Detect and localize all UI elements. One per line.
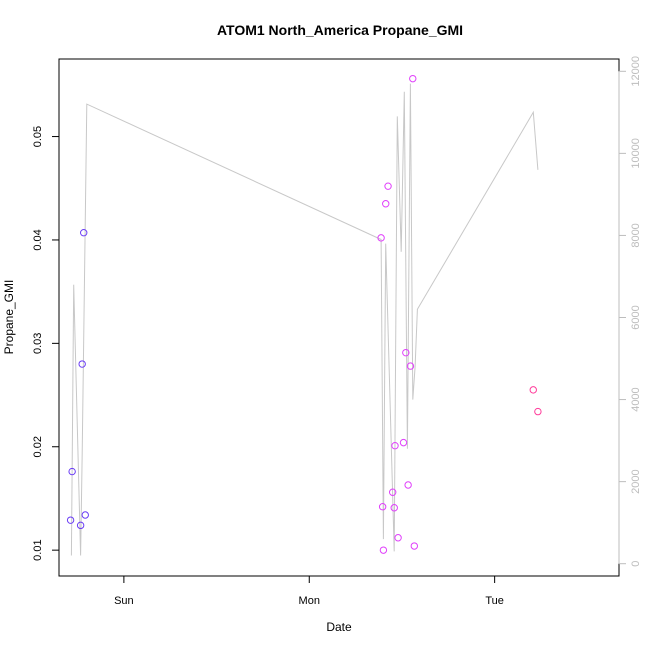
data-point [402,348,410,357]
data-point [529,386,537,394]
data-point [394,534,402,542]
data-point [379,546,388,554]
data-point [378,503,387,511]
data-point [388,488,397,496]
data-point [66,516,75,524]
data-point [76,521,85,530]
points-layer [66,74,542,554]
data-point [410,542,419,550]
data-point [390,504,398,512]
y-axis-left: 0.01 0.02 0.03 0.04 0.05 [32,126,60,561]
y-right-tick-label: 6000 [630,305,642,329]
data-point [81,511,89,519]
data-point [68,467,76,476]
x-tick-label: Sun [114,595,134,607]
secondary-series-line [70,83,539,556]
y-axis-right: 0 2000 4000 6000 8000 10000 12000 [618,56,642,567]
y-right-tick-label: 10000 [630,138,642,169]
chart-title: ATOM1 North_America Propane_GMI [217,22,463,38]
data-point [399,438,408,447]
data-point [534,407,542,416]
data-point [404,481,412,489]
secondary-line-layer [70,83,539,556]
x-tick-label: Mon [299,595,320,607]
data-point [409,74,417,83]
y-right-tick-label: 4000 [630,387,642,411]
y-right-tick-label: 12000 [630,56,642,87]
y-tick-label: 0.05 [32,126,44,147]
y-tick-label: 0.03 [32,333,44,354]
data-point [80,229,88,237]
y-right-tick-label: 0 [630,561,642,567]
x-axis: Sun Mon Tue [114,575,504,607]
x-axis-label: Date [326,620,352,634]
y-right-tick-label: 2000 [630,469,642,493]
data-point [78,360,86,368]
x-tick-label: Tue [485,595,504,607]
y-tick-label: 0.02 [32,436,44,457]
data-point [377,234,385,242]
data-point [406,362,415,370]
y-right-tick-label: 8000 [630,223,642,247]
data-point [391,442,399,450]
data-point [384,182,392,190]
y-tick-label: 0.01 [32,539,44,560]
y-tick-label: 0.04 [32,229,44,250]
y-axis-label: Propane_GMI [2,280,16,355]
data-point [382,200,390,208]
